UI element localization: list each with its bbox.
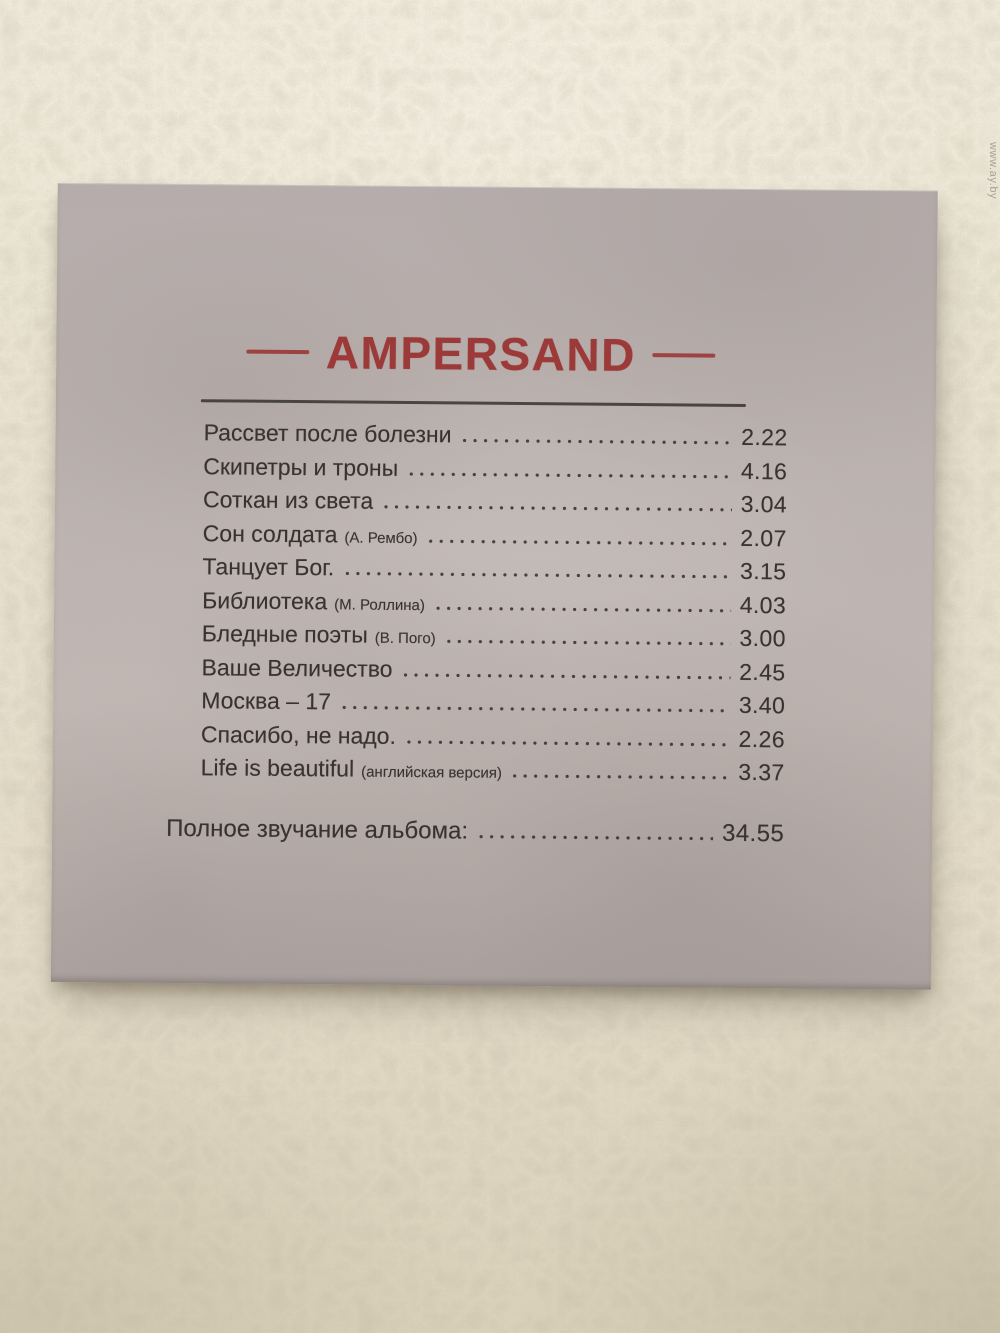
track-row: Скипетры и троны 4.16	[200, 453, 787, 492]
track-row: Ваше Величество 2.45	[198, 654, 785, 693]
track-row: Соткан из света 3.04	[200, 486, 787, 525]
dotted-leader	[479, 834, 714, 841]
album-title-row: AMPERSAND	[187, 324, 774, 383]
track-title: Танцует Бог.	[202, 553, 335, 581]
track-time: 4.03	[739, 591, 787, 618]
track-title: Библиотека	[202, 586, 328, 614]
track-title: Соткан из света	[202, 486, 374, 514]
album-back-cover: AMPERSAND Рассвет после болезни 2.22 Ски…	[50, 182, 938, 990]
track-list: Рассвет после болезни 2.22 Скипетры и тр…	[198, 419, 788, 793]
track-note: (В. Пого)	[374, 629, 436, 648]
total-label: Полное звучание альбома:	[166, 814, 469, 845]
track-title: Скипетры и троны	[203, 452, 399, 481]
track-time: 3.37	[738, 758, 785, 786]
album-title: AMPERSAND	[325, 326, 637, 381]
track-title: Ваше Величество	[201, 653, 393, 682]
track-row: Бледные поэты (В. Пого) 3.00	[199, 620, 786, 659]
tracklist-sheet: AMPERSAND Рассвет после болезни 2.22 Ски…	[166, 184, 790, 856]
track-title: Спасибо, не надо.	[200, 720, 397, 749]
dotted-leader	[403, 672, 731, 680]
track-time: 3.15	[739, 557, 787, 585]
watermark-text: www.ay.by	[987, 142, 999, 200]
track-title: Life is beautiful	[200, 754, 355, 782]
track-time: 3.00	[739, 624, 786, 652]
track-time: 4.16	[740, 457, 788, 484]
track-time: 2.22	[741, 423, 788, 451]
title-dash-left	[245, 349, 309, 355]
track-title: Рассвет после болезни	[203, 419, 452, 448]
dotted-leader	[345, 571, 732, 579]
dotted-leader	[435, 605, 731, 613]
dotted-leader	[428, 538, 732, 546]
track-time: 3.04	[740, 490, 788, 518]
track-title: Бледные поэты	[201, 620, 368, 648]
track-title: Москва – 17	[201, 687, 332, 715]
track-time: 2.07	[740, 524, 787, 551]
track-title: Сон солдата	[202, 519, 338, 547]
track-row: Life is beautiful (английская версия) 3.…	[198, 754, 785, 793]
dotted-leader	[384, 504, 732, 512]
dotted-leader	[446, 639, 731, 646]
dotted-leader	[341, 705, 730, 713]
track-row: Сон солдата (А. Рембо) 2.07	[200, 520, 787, 559]
dotted-leader	[462, 438, 733, 445]
dotted-leader	[406, 739, 730, 747]
track-row: Рассвет после болезни 2.22	[200, 419, 788, 458]
title-dash-right	[652, 353, 716, 358]
track-note: (М. Роллина)	[334, 595, 425, 614]
dotted-leader	[409, 471, 732, 479]
track-row: Москва – 17 3.40	[198, 687, 785, 726]
track-row: Спасибо, не надо. 2.26	[198, 721, 785, 760]
track-row: Танцует Бог. 3.15	[199, 553, 786, 592]
track-time: 2.26	[738, 725, 786, 752]
album-total-row: Полное звучание альбома: 34.55	[166, 814, 784, 855]
total-time: 34.55	[721, 819, 785, 847]
dotted-leader	[512, 773, 730, 780]
divider-line	[200, 399, 746, 407]
track-note: (английская версия)	[361, 763, 502, 782]
track-time: 2.45	[739, 658, 786, 685]
track-row: Библиотека (М. Роллина) 4.03	[199, 587, 786, 626]
track-time: 3.40	[738, 691, 786, 719]
track-note: (А. Рембо)	[344, 528, 418, 547]
